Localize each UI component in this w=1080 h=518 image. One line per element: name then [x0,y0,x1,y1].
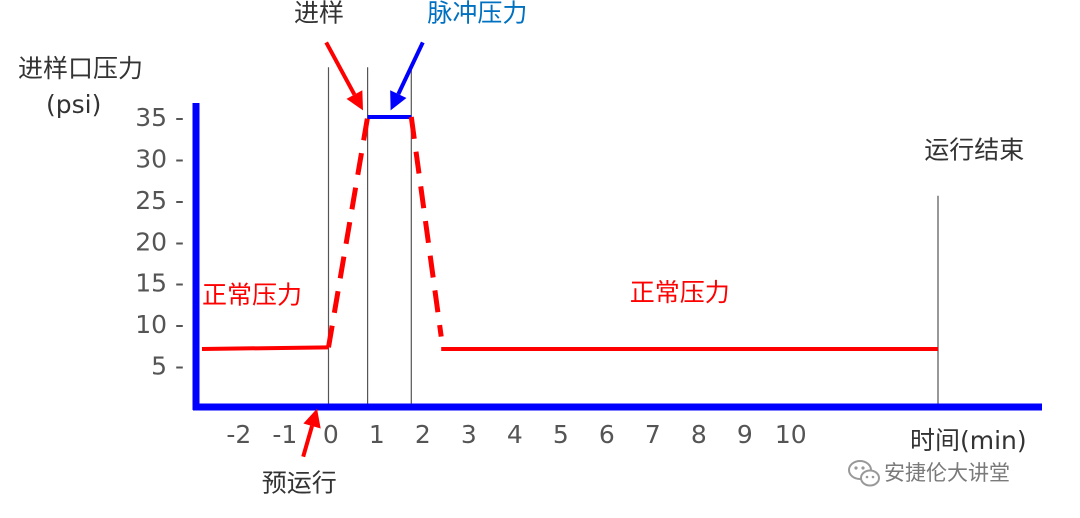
annotation-2: 进样 [294,0,344,28]
y-tick-label: 15 - [135,269,184,298]
y-axis-unit: (psi) [46,90,101,119]
series-lines [201,115,938,351]
x-axis-title: 时间(min) [910,426,1027,455]
arrow-shaft-1 [396,41,425,95]
x-tick-label: 0 [323,420,339,449]
x-tick-label: 8 [691,420,707,449]
x-tick-label: 5 [553,420,569,449]
arrow-head-2 [303,408,321,429]
watermark: 安捷伦大讲堂 [848,460,1010,487]
arrow-shaft-0 [324,41,357,96]
y-tick-label: 20 - [135,227,184,256]
vertical-markers [327,67,939,407]
wechat-icon [848,460,880,487]
y-tick-label: 5 - [151,352,184,381]
annotation-0: 正常压力 [202,280,302,309]
x-tick-label: 3 [461,420,477,449]
y-tick-label: 25 - [135,186,184,215]
annotation-1: 正常压力 [630,278,730,307]
series-line-1 [326,116,371,348]
arrow-shaft-2 [301,425,314,458]
annotation-5: 预运行 [262,469,337,498]
annotation-4: 运行结束 [924,135,1024,164]
y-axis-title: 进样口压力 [18,54,143,83]
x-tick-label: 6 [599,420,615,449]
x-tick-label: 9 [737,420,753,449]
y-tick-label: 35 - [135,103,184,132]
series-line-0 [201,345,329,351]
x-tick-label: -2 [226,420,251,449]
tick-labels: 5 - 10 - 15 - 20 - 25 - 30 - 35 - -2 -1 0 1 2 3 4 5 6 7 8… [135,103,806,449]
x-tick-label: 1 [369,420,385,449]
x-tick-label: 7 [645,420,661,449]
watermark-text: 安捷伦大讲堂 [884,461,1010,485]
arrow-head-1 [390,90,407,111]
y-tick-label: 10 - [135,310,184,339]
y-tick-label: 30 - [135,144,184,173]
x-tick-label: 2 [415,420,431,449]
annotation-3: 脉冲压力 [427,0,527,28]
arrows [301,41,425,458]
x-tick-label: -1 [272,420,297,449]
x-tick-label: 10 [775,420,807,449]
axes [192,103,1042,411]
series-line-3 [408,116,444,337]
x-tick-label: 4 [507,420,523,449]
arrow-head-0 [346,90,363,111]
